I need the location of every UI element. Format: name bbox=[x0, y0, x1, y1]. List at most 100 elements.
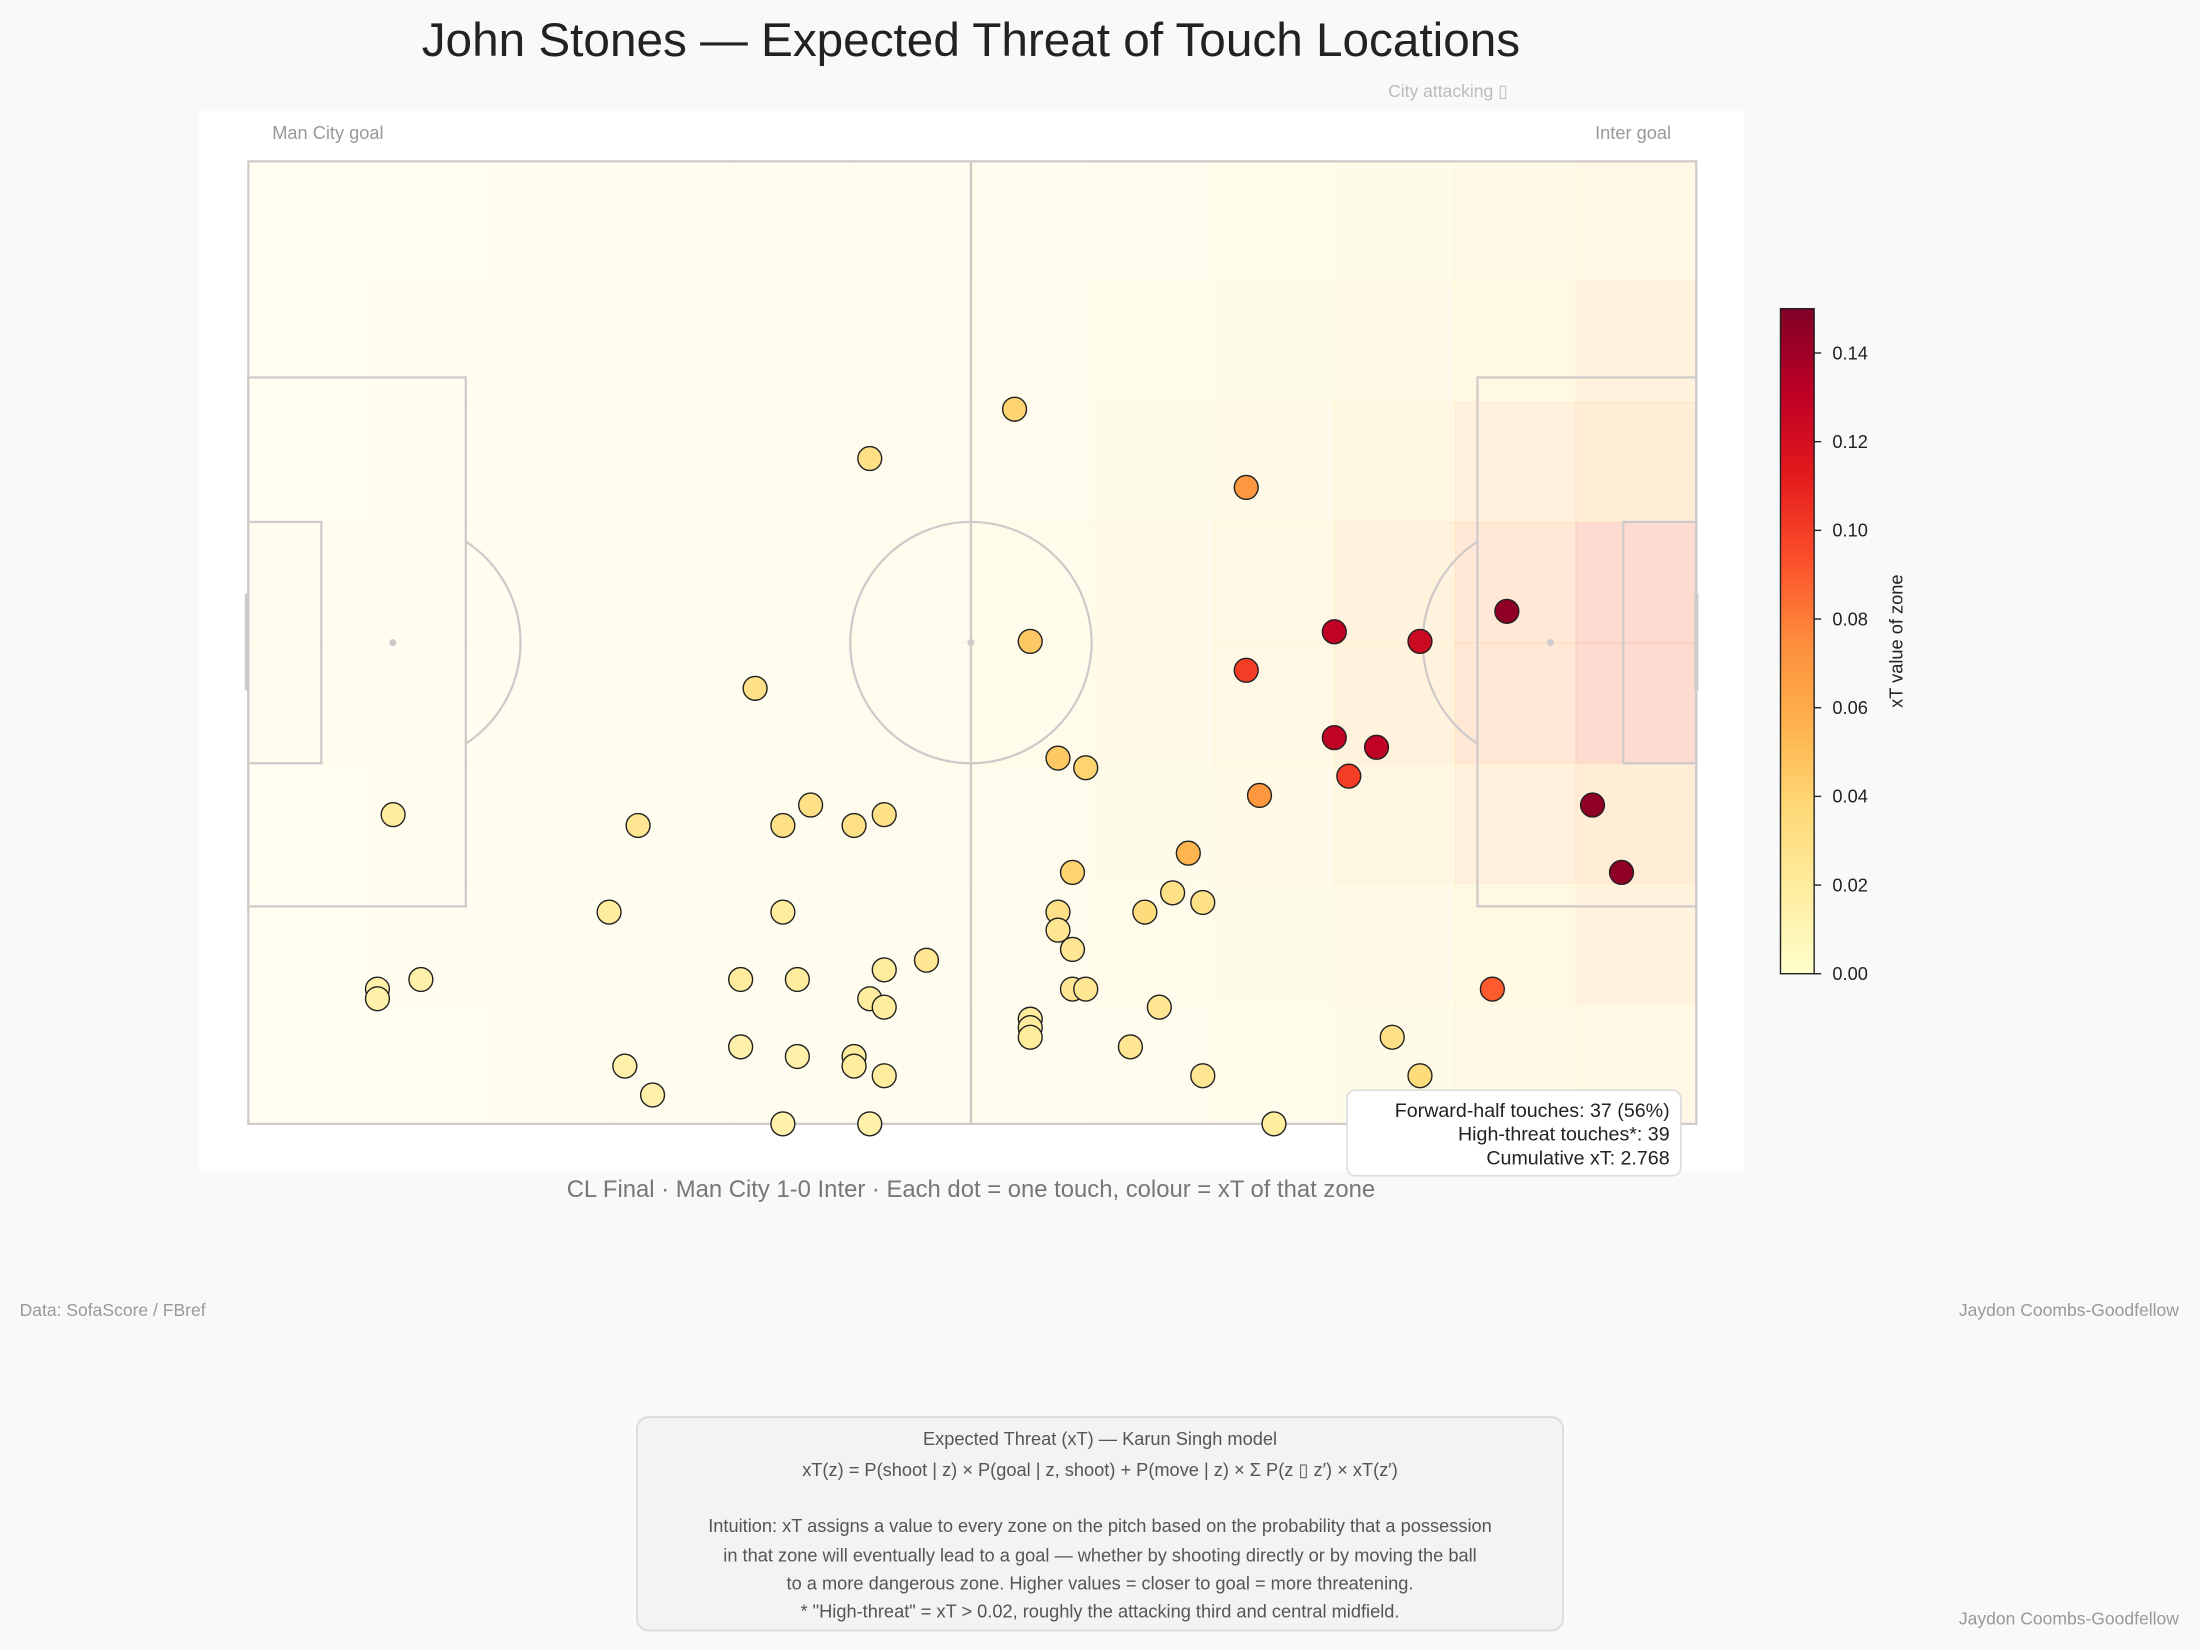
touch-dot bbox=[364, 986, 391, 1012]
colorbar-tick-label: 0.06 bbox=[1832, 697, 1867, 718]
xt-zone-cell bbox=[369, 1003, 491, 1125]
colorbar-tick-label: 0.02 bbox=[1832, 874, 1867, 895]
touch-dot bbox=[728, 966, 754, 993]
touch-dot bbox=[1336, 763, 1362, 789]
xt-zone-cell bbox=[1213, 401, 1336, 523]
touch-dot bbox=[1073, 755, 1099, 781]
xt-zone-cell bbox=[1213, 161, 1336, 283]
xt-zone-cell bbox=[1454, 883, 1577, 1005]
xt-zone-cell bbox=[1334, 883, 1456, 1005]
xt-zone-cell bbox=[1454, 642, 1577, 764]
touch-dot bbox=[742, 675, 768, 701]
xt-zone-cell bbox=[489, 522, 612, 644]
xt-zone-cell bbox=[1575, 883, 1698, 1005]
xt-zone-cell bbox=[610, 883, 732, 1005]
explainer-line: in that zone will eventually lead to a g… bbox=[723, 1545, 1476, 1566]
touch-dot bbox=[1117, 1034, 1144, 1060]
touch-dot bbox=[1363, 734, 1390, 760]
xt-zone-cell bbox=[1092, 522, 1215, 644]
xt-zone-cell bbox=[1575, 762, 1698, 884]
colorbar-tick-label: 0.12 bbox=[1832, 431, 1867, 452]
touch-dot bbox=[871, 802, 897, 828]
touch-dot bbox=[1175, 840, 1201, 866]
touch-dot bbox=[612, 1053, 638, 1079]
touch-dot bbox=[1379, 1024, 1405, 1050]
xt-zone-cell bbox=[489, 281, 612, 403]
touch-dot bbox=[1190, 889, 1216, 916]
xt-zone-cell bbox=[248, 883, 370, 1005]
touch-dot bbox=[871, 994, 897, 1020]
stats-cumulative-xt: Cumulative xT: 2.768 bbox=[1486, 1148, 1669, 1170]
xt-zone-cell bbox=[730, 281, 853, 403]
xt-zone-cell bbox=[248, 762, 370, 884]
xt-zone-cell bbox=[1092, 762, 1215, 884]
touch-dot bbox=[871, 957, 897, 983]
xt-zone-cell bbox=[489, 762, 612, 884]
xt-zone-cell bbox=[1092, 642, 1215, 764]
xt-zone-cell bbox=[851, 281, 974, 403]
xt-zone-cell bbox=[1213, 642, 1336, 764]
touch-dot bbox=[1159, 880, 1186, 906]
xt-zone-cell bbox=[1092, 401, 1215, 523]
touch-dot bbox=[1073, 976, 1099, 1002]
right-goal-label: Inter goal bbox=[1595, 122, 1671, 143]
xt-zone-cell bbox=[248, 281, 370, 403]
xt-zone-cell bbox=[1213, 883, 1336, 1005]
xt-zone-cell bbox=[369, 642, 491, 764]
explainer-title: Expected Threat (xT) — Karun Singh model bbox=[923, 1428, 1277, 1449]
xt-zone-cell bbox=[851, 161, 974, 283]
xt-zone-cell bbox=[730, 522, 853, 644]
xt-zone-cell bbox=[1213, 522, 1336, 644]
touch-dot bbox=[380, 802, 406, 828]
xt-zone-cell bbox=[851, 883, 974, 1005]
colorbar-tick-label: 0.08 bbox=[1832, 608, 1867, 629]
touch-dot bbox=[1261, 1111, 1287, 1137]
xt-zone-cell bbox=[730, 642, 853, 764]
xt-zone-cell bbox=[972, 161, 1094, 283]
xt-zone-cell bbox=[1092, 281, 1215, 403]
xt-zone-cell bbox=[1575, 522, 1698, 644]
touch-dot bbox=[1321, 619, 1347, 645]
colorbar-tick-label: 0.14 bbox=[1832, 342, 1867, 363]
touch-dot bbox=[871, 1063, 897, 1089]
touch-dot bbox=[913, 947, 940, 973]
xt-zone-cell bbox=[1454, 762, 1577, 884]
touch-dot bbox=[1494, 598, 1520, 624]
xt-zone-cell bbox=[369, 522, 491, 644]
touch-dot bbox=[1233, 474, 1259, 501]
touch-dot bbox=[1246, 782, 1273, 809]
xt-zone-cell bbox=[972, 522, 1094, 644]
xt-zone-cell bbox=[851, 522, 974, 644]
xt-zone-cell bbox=[369, 161, 491, 283]
explainer-line: Intuition: xT assigns a value to every z… bbox=[708, 1515, 1492, 1536]
explainer-formula: xT(z) = P(shoot | z) × P(goal | z, shoot… bbox=[802, 1459, 1398, 1480]
xt-zone-cell bbox=[489, 642, 612, 764]
touch-dots bbox=[364, 396, 1635, 1137]
touch-dot bbox=[770, 812, 796, 839]
xt-zone-cell bbox=[972, 642, 1094, 764]
chart-title: John Stones — Expected Threat of Touch L… bbox=[422, 14, 1520, 67]
touch-dot bbox=[841, 812, 867, 839]
touch-dot bbox=[728, 1034, 754, 1060]
touch-dot bbox=[1059, 859, 1086, 886]
touch-dot bbox=[770, 1111, 796, 1137]
left-goal-label: Man City goal bbox=[272, 122, 383, 143]
xt-zone-cell bbox=[851, 642, 974, 764]
xt-zone-cell bbox=[730, 401, 853, 523]
xt-zone-cell bbox=[972, 281, 1094, 403]
xt-zone-cell bbox=[610, 281, 732, 403]
xt-zone-cell bbox=[851, 1003, 974, 1125]
stats-box: Forward-half touches: 37 (56%) High-thre… bbox=[1346, 1089, 1682, 1177]
touch-dot bbox=[857, 1111, 883, 1137]
colorbar-tick-label: 0.10 bbox=[1832, 520, 1867, 541]
xt-zone-cell bbox=[1334, 401, 1456, 523]
direction-label: City attacking ▯ bbox=[1388, 81, 1508, 101]
touch-dot bbox=[408, 966, 434, 993]
left-penalty-arc bbox=[465, 540, 522, 745]
xt-zone-cell bbox=[248, 401, 370, 523]
colorbar-tick-label: 0.04 bbox=[1832, 786, 1867, 807]
xt-zone-cell bbox=[1454, 401, 1577, 523]
xt-zone-cell bbox=[248, 161, 370, 283]
colorbar-tick-label: 0.00 bbox=[1832, 963, 1867, 984]
chart-subtitle: CL Final · Man City 1-0 Inter · Each dot… bbox=[567, 1176, 1375, 1203]
